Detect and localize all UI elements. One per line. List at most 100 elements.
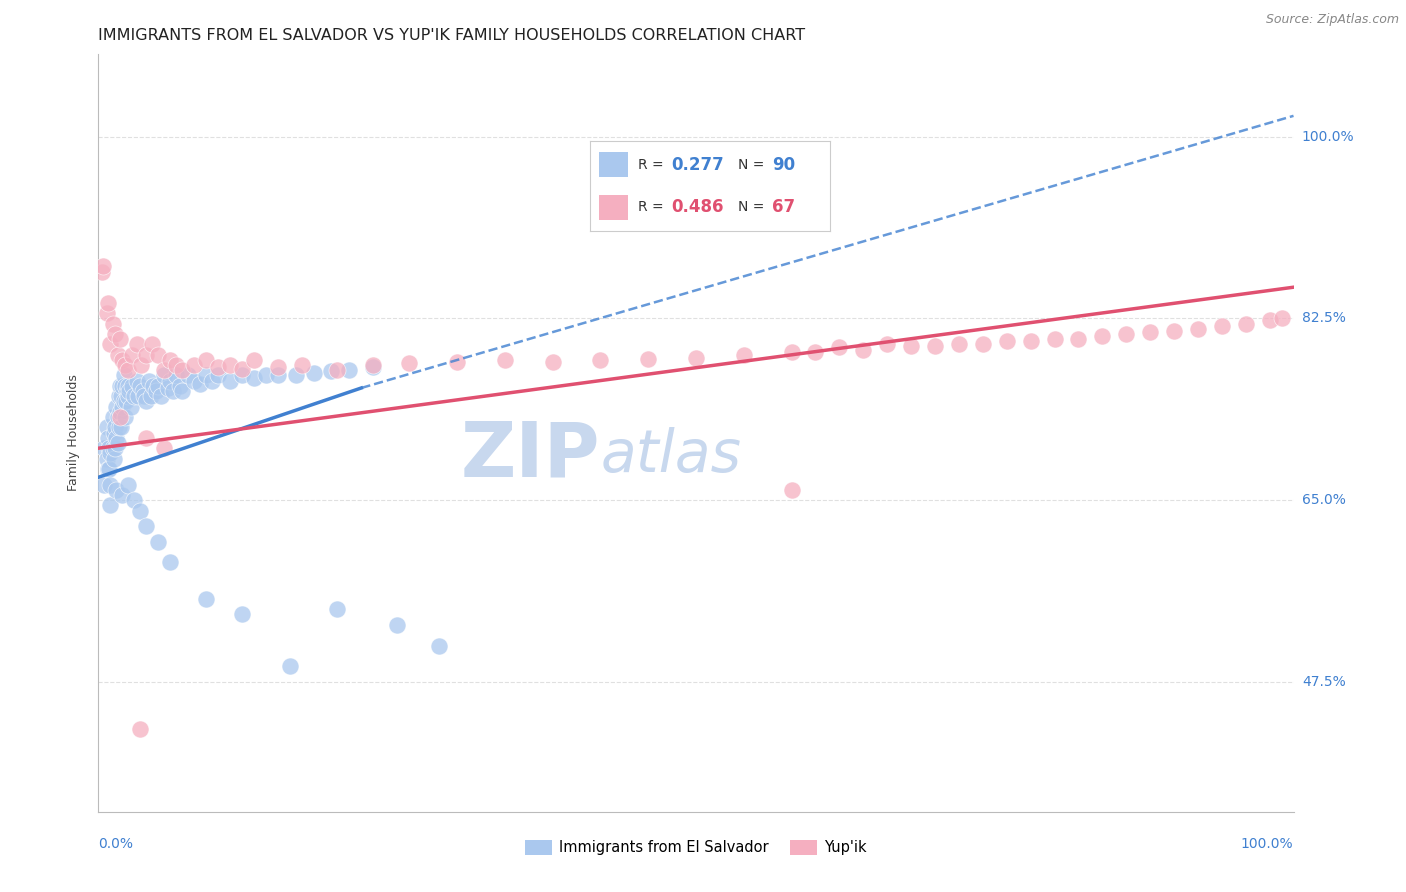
Point <box>1019 334 1042 349</box>
Point <box>120 400 142 414</box>
Point <box>103 451 125 466</box>
Point <box>207 360 229 375</box>
Point <box>1187 322 1209 336</box>
Point <box>121 379 143 393</box>
Point <box>326 363 349 377</box>
Point <box>101 441 124 455</box>
Point <box>339 363 361 377</box>
Point <box>1163 324 1185 338</box>
Point <box>98 446 122 460</box>
Point <box>107 420 129 434</box>
Point <box>302 367 325 381</box>
Point <box>124 389 146 403</box>
Point <box>243 370 266 384</box>
Point <box>115 384 138 398</box>
Point <box>363 360 385 375</box>
Point <box>733 348 755 362</box>
Point <box>876 337 898 351</box>
Point <box>129 379 152 393</box>
Point <box>1067 332 1090 346</box>
Y-axis label: Family Households: Family Households <box>67 374 80 491</box>
Point <box>231 368 253 383</box>
Point <box>129 722 152 736</box>
Point <box>284 368 307 383</box>
Point <box>131 358 153 372</box>
Point <box>115 394 138 409</box>
Point <box>363 358 385 372</box>
Point <box>1258 313 1281 327</box>
Text: R =: R = <box>638 201 668 214</box>
Point <box>188 376 211 391</box>
Point <box>117 379 139 393</box>
Point <box>153 363 176 377</box>
Point <box>159 374 181 388</box>
Text: 67: 67 <box>772 198 796 217</box>
Text: Source: ZipAtlas.com: Source: ZipAtlas.com <box>1265 13 1399 27</box>
Point <box>1139 325 1161 339</box>
Point <box>541 355 564 369</box>
Point <box>117 389 139 403</box>
Point <box>111 352 134 367</box>
Point <box>780 483 803 497</box>
Point <box>398 356 420 370</box>
Point <box>104 326 127 341</box>
Text: R =: R = <box>638 158 668 171</box>
FancyBboxPatch shape <box>599 153 628 178</box>
Point <box>101 317 124 331</box>
Point <box>114 358 136 372</box>
Point <box>427 639 450 653</box>
FancyBboxPatch shape <box>599 195 628 220</box>
Point <box>153 368 176 383</box>
Text: 65.0%: 65.0% <box>1302 493 1346 508</box>
Point <box>108 410 131 425</box>
Text: 47.5%: 47.5% <box>1302 675 1346 689</box>
Point <box>494 352 516 367</box>
Point <box>195 591 218 606</box>
Point <box>132 389 155 403</box>
Point <box>107 410 129 425</box>
Point <box>97 295 120 310</box>
Point <box>103 425 125 440</box>
Point <box>138 374 160 388</box>
Point <box>114 410 136 425</box>
Point <box>291 358 314 372</box>
Point <box>995 334 1018 349</box>
Point <box>98 337 122 351</box>
Point <box>97 431 120 445</box>
Point <box>142 379 165 393</box>
Point <box>195 352 218 367</box>
Point <box>972 337 994 351</box>
Point <box>118 384 141 398</box>
Point <box>110 389 132 403</box>
Point <box>589 352 612 367</box>
Point <box>219 358 242 372</box>
Point <box>159 352 181 367</box>
Point <box>446 355 468 369</box>
Point <box>1271 311 1294 326</box>
Point <box>131 384 153 398</box>
Point <box>105 431 128 445</box>
Point <box>183 358 205 372</box>
Point <box>135 431 157 445</box>
Point <box>321 364 343 378</box>
Point <box>201 374 224 388</box>
Point <box>278 659 301 673</box>
Point <box>162 384 184 398</box>
Point <box>219 374 242 388</box>
Point <box>149 389 172 403</box>
Point <box>852 343 875 357</box>
Point <box>129 503 152 517</box>
Point <box>1091 329 1114 343</box>
Point <box>98 477 122 491</box>
Point <box>141 337 163 351</box>
Point <box>91 265 114 279</box>
Point <box>183 374 205 388</box>
Point <box>98 499 122 513</box>
Point <box>117 477 139 491</box>
Point <box>267 368 290 383</box>
Point <box>135 519 157 533</box>
Point <box>243 352 266 367</box>
Point <box>112 368 135 383</box>
Text: atlas: atlas <box>600 427 741 483</box>
Point <box>924 339 946 353</box>
